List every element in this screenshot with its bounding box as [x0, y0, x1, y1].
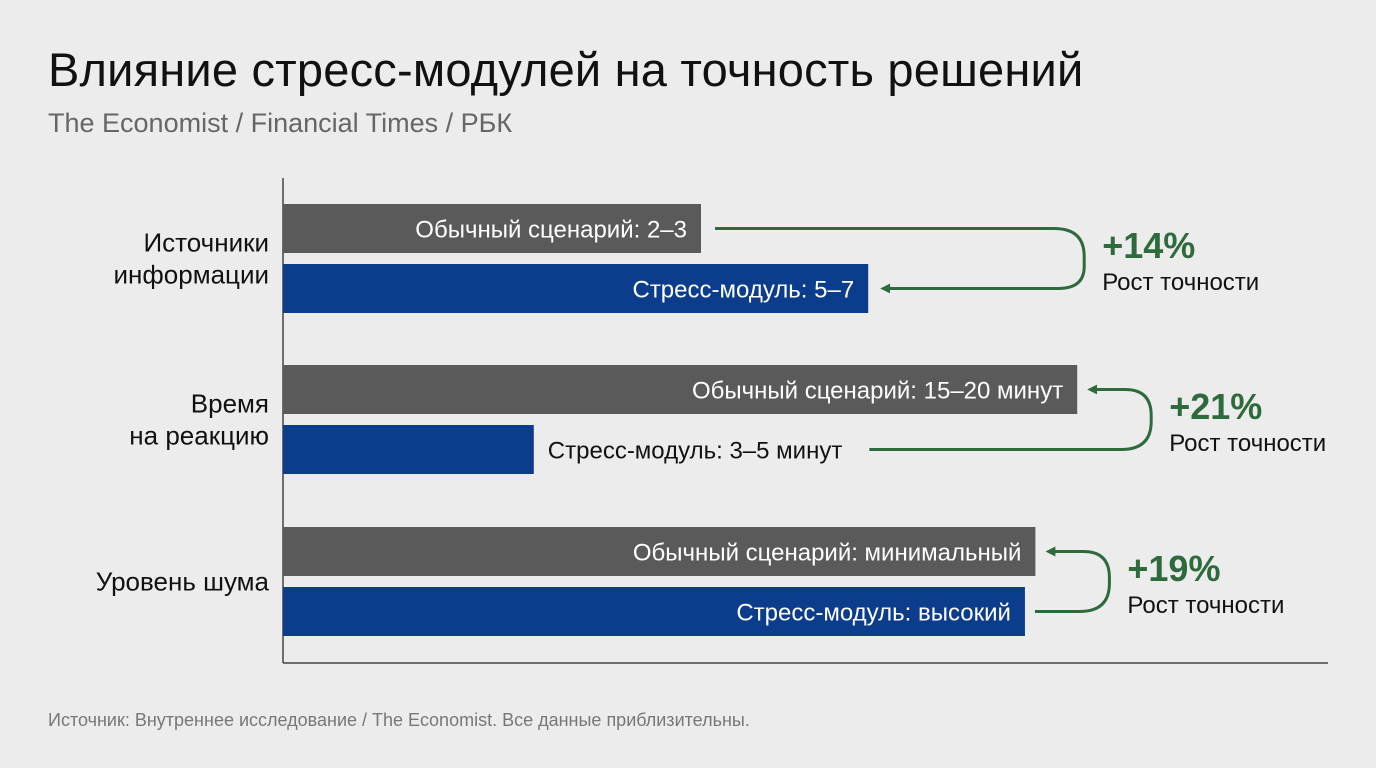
category-label: информации: [114, 260, 269, 290]
bar-label-stress: Стресс-модуль: высокий: [736, 600, 1011, 627]
delta-arrow: [715, 227, 1086, 294]
delta-value: +19%: [1127, 548, 1220, 589]
category-label: Время: [191, 389, 269, 419]
bar-stress: [283, 587, 1025, 636]
bar-baseline: [283, 365, 1078, 414]
chart-subtitle: The Economist / Financial Times / РБК: [48, 108, 513, 138]
bar-label-baseline: Обычный сценарий: 15–20 минут: [692, 378, 1063, 405]
category-label: Источники: [143, 228, 269, 258]
category-label: Уровень шума: [96, 567, 270, 597]
bar-label-stress: Стресс-модуль: 3–5 минут: [548, 438, 843, 465]
bar-stress: [283, 425, 534, 474]
delta-label: Рост точности: [1127, 592, 1284, 619]
delta-value: +14%: [1102, 225, 1195, 266]
delta-label: Рост точности: [1169, 430, 1326, 457]
chart-title: Влияние стресс-модулей на точность решен…: [48, 43, 1084, 96]
bar-label-baseline: Обычный сценарий: 2–3: [415, 217, 687, 244]
source-footnote: Источник: Внутреннее исследование / The …: [48, 710, 750, 730]
bar-stress: [283, 264, 869, 313]
category-label: на реакцию: [129, 421, 269, 451]
delta-value: +21%: [1169, 386, 1262, 427]
bar-label-stress: Стресс-модуль: 5–7: [632, 277, 854, 304]
bar-label-baseline: Обычный сценарий: минимальный: [633, 540, 1022, 567]
delta-label: Рост точности: [1102, 269, 1259, 296]
delta-arrow: [1034, 546, 1111, 613]
delta-arrow: [869, 384, 1153, 451]
bar-baseline: [283, 527, 1036, 576]
bar-baseline: [283, 204, 701, 253]
